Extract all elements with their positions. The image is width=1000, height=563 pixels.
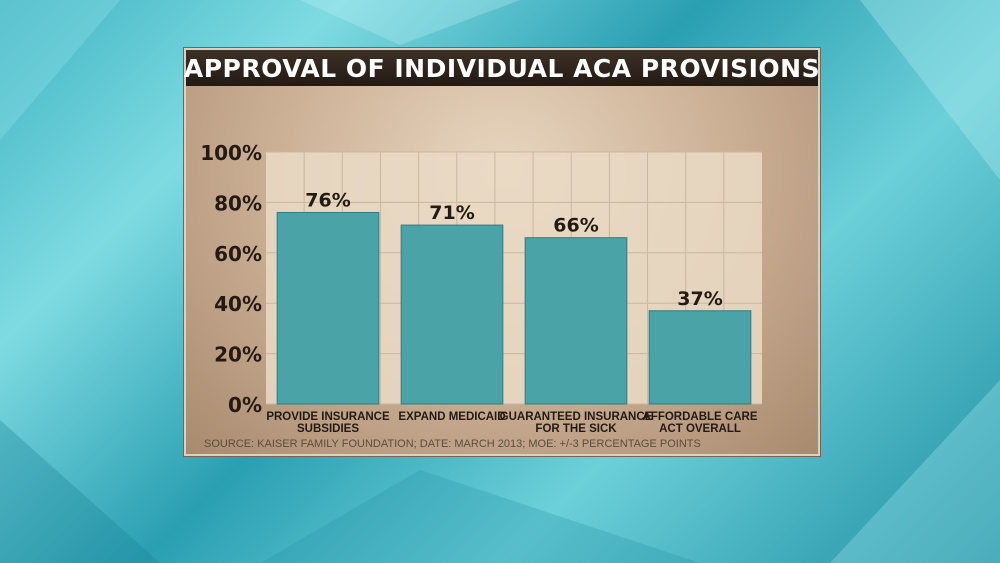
chart-panel: APPROVAL OF INDIVIDUAL ACA PROVISIONS 0%… bbox=[184, 48, 820, 456]
title-bar: APPROVAL OF INDIVIDUAL ACA PROVISIONS bbox=[183, 50, 821, 86]
data-label: 71% bbox=[429, 202, 474, 224]
y-tick-label: 100% bbox=[200, 141, 262, 165]
bar-chart: 0% 20% 40% 60% 80% 100% 76% PROVIDE INSURANCESU… bbox=[200, 141, 762, 435]
bar bbox=[400, 224, 504, 405]
bar bbox=[276, 211, 380, 405]
data-label: 66% bbox=[553, 215, 598, 237]
x-category-label: EXPAND MEDICAID bbox=[398, 411, 505, 423]
y-tick-label: 0% bbox=[228, 393, 262, 417]
x-category-label: GUARANTEED INSURANCE bbox=[500, 411, 653, 423]
x-category-label: ACT OVERALL bbox=[659, 423, 741, 435]
y-tick-label: 40% bbox=[214, 292, 262, 316]
x-category-label: AFFORDABLE CARE bbox=[643, 411, 758, 423]
data-label: 76% bbox=[305, 189, 350, 211]
chart-title: APPROVAL OF INDIVIDUAL ACA PROVISIONS bbox=[183, 53, 821, 83]
x-category-label: FOR THE SICK bbox=[535, 423, 617, 435]
source-note: SOURCE: KAISER FAMILY FOUNDATION; DATE: … bbox=[204, 438, 701, 450]
data-label: 37% bbox=[677, 288, 722, 310]
x-category-label: PROVIDE INSURANCE bbox=[266, 411, 390, 423]
bar bbox=[524, 237, 628, 405]
y-tick-label: 20% bbox=[214, 343, 262, 367]
bar bbox=[648, 310, 752, 405]
x-category-label: SUBSIDIES bbox=[297, 423, 359, 435]
y-tick-label: 60% bbox=[214, 242, 262, 266]
y-tick-label: 80% bbox=[214, 191, 262, 215]
